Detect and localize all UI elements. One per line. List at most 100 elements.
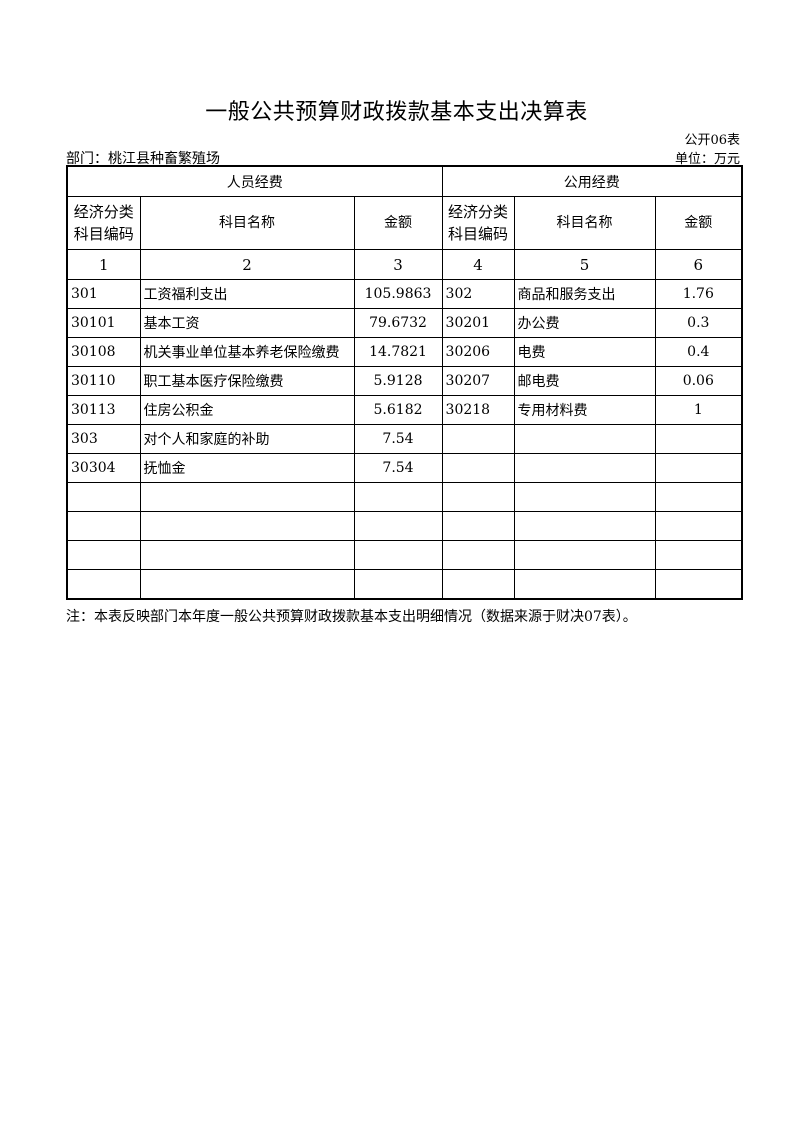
public-item-name-cell: 邮电费 (513, 366, 656, 396)
column-header-row: 经济分类 科目编码 科目名称 金额 经济分类 科目编码 科目名称 金额 (66, 196, 743, 250)
personnel-item-name-cell (139, 540, 355, 570)
personnel-code-cell: 30110 (66, 366, 141, 396)
public-code-cell (441, 453, 515, 483)
public-code-cell (441, 569, 515, 600)
column-header: 科目名称 (513, 196, 656, 250)
table-row (66, 511, 743, 541)
group-header-personnel: 人员经费 (66, 165, 443, 197)
table-row: 301 工资福利支出 105.9863 302 商品和服务支出 1.76 (66, 279, 743, 309)
public-item-name-cell: 办公费 (513, 308, 656, 338)
group-header-public: 公用经费 (441, 165, 743, 197)
personnel-amount-cell (353, 569, 443, 600)
column-number: 1 (66, 249, 141, 280)
personnel-code-cell (66, 569, 141, 600)
table-row: 303 对个人和家庭的补助 7.54 (66, 424, 743, 454)
public-item-name-cell: 专用材料费 (513, 395, 656, 425)
personnel-amount-cell (353, 511, 443, 541)
personnel-item-name-cell: 工资福利支出 (139, 279, 355, 309)
personnel-item-name-cell: 抚恤金 (139, 453, 355, 483)
personnel-amount-cell: 105.9863 (353, 279, 443, 309)
personnel-item-name-cell: 职工基本医疗保险缴费 (139, 366, 355, 396)
public-item-name-cell (513, 453, 656, 483)
personnel-code-cell: 30108 (66, 337, 141, 367)
table-row: 30101 基本工资 79.6732 30201 办公费 0.3 (66, 308, 743, 338)
group-header-row: 人员经费 公用经费 (66, 165, 743, 197)
public-code-cell (441, 482, 515, 512)
personnel-amount-cell: 7.54 (353, 424, 443, 454)
public-amount-cell (654, 569, 743, 600)
public-item-name-cell (513, 569, 656, 600)
column-number: 5 (513, 249, 656, 280)
public-code-cell: 30201 (441, 308, 515, 338)
public-amount-cell (654, 482, 743, 512)
page-title: 一般公共预算财政拨款基本支出决算表 (205, 100, 588, 125)
personnel-code-cell: 30113 (66, 395, 141, 425)
public-code-cell (441, 540, 515, 570)
table-row: 30113 住房公积金 5.6182 30218 专用材料费 1 (66, 395, 743, 425)
public-amount-cell: 0.06 (654, 366, 743, 396)
personnel-amount-cell: 5.6182 (353, 395, 443, 425)
public-code-cell: 30206 (441, 337, 515, 367)
expenditure-table: 人员经费 公用经费 经济分类 科目编码 科目名称 金额 经济分类 科目编码 科目名称 金额 1… (66, 165, 744, 600)
personnel-item-name-cell (139, 511, 355, 541)
public-amount-cell (654, 424, 743, 454)
public-amount-cell: 0.3 (654, 308, 743, 338)
personnel-amount-cell: 7.54 (353, 453, 443, 483)
personnel-item-name-cell: 对个人和家庭的补助 (139, 424, 355, 454)
table-row (66, 482, 743, 512)
table-row: 30304 抚恤金 7.54 (66, 453, 743, 483)
unit-label: 单位：万元 (674, 152, 740, 167)
table-row (66, 540, 743, 570)
form-number: 公开06表 (684, 133, 740, 148)
public-code-cell (441, 511, 515, 541)
column-header: 经济分类 科目编码 (441, 196, 515, 250)
public-amount-cell (654, 453, 743, 483)
table-row (66, 569, 743, 600)
personnel-item-name-cell: 基本工资 (139, 308, 355, 338)
column-number: 3 (353, 249, 443, 280)
public-code-cell (441, 424, 515, 454)
public-item-name-cell: 电费 (513, 337, 656, 367)
personnel-code-cell (66, 511, 141, 541)
column-number: 2 (139, 249, 355, 280)
column-header: 金额 (654, 196, 743, 250)
personnel-amount-cell (353, 482, 443, 512)
public-amount-cell: 0.4 (654, 337, 743, 367)
personnel-code-cell (66, 540, 141, 570)
public-item-name-cell (513, 540, 656, 570)
personnel-item-name-cell (139, 482, 355, 512)
public-item-name-cell: 商品和服务支出 (513, 279, 656, 309)
personnel-amount-cell: 5.9128 (353, 366, 443, 396)
personnel-amount-cell: 14.7821 (353, 337, 443, 367)
public-code-cell: 302 (441, 279, 515, 309)
public-code-cell: 30207 (441, 366, 515, 396)
column-header: 经济分类 科目编码 (66, 196, 141, 250)
column-number: 6 (654, 249, 743, 280)
table-row: 30110 职工基本医疗保险缴费 5.9128 30207 邮电费 0.06 (66, 366, 743, 396)
personnel-amount-cell: 79.6732 (353, 308, 443, 338)
column-header: 科目名称 (139, 196, 355, 250)
personnel-item-name-cell: 机关事业单位基本养老保险缴费 (139, 337, 355, 367)
personnel-code-cell (66, 482, 141, 512)
column-number: 4 (441, 249, 515, 280)
column-header: 金额 (353, 196, 443, 250)
public-item-name-cell (513, 511, 656, 541)
department-label: 部门：桃江县种畜繁殖场 (66, 151, 220, 167)
personnel-code-cell: 30101 (66, 308, 141, 338)
public-item-name-cell (513, 424, 656, 454)
footnote: 注：本表反映部门本年度一般公共预算财政拨款基本支出明细情况（数据来源于财决07表… (66, 609, 637, 625)
personnel-code-cell: 30304 (66, 453, 141, 483)
public-amount-cell: 1 (654, 395, 743, 425)
public-item-name-cell (513, 482, 656, 512)
public-amount-cell: 1.76 (654, 279, 743, 309)
personnel-amount-cell (353, 540, 443, 570)
personnel-item-name-cell (139, 569, 355, 600)
personnel-code-cell: 303 (66, 424, 141, 454)
personnel-item-name-cell: 住房公积金 (139, 395, 355, 425)
table-row: 30108 机关事业单位基本养老保险缴费 14.7821 30206 电费 0.4 (66, 337, 743, 367)
public-amount-cell (654, 511, 743, 541)
public-amount-cell (654, 540, 743, 570)
public-code-cell: 30218 (441, 395, 515, 425)
personnel-code-cell: 301 (66, 279, 141, 309)
